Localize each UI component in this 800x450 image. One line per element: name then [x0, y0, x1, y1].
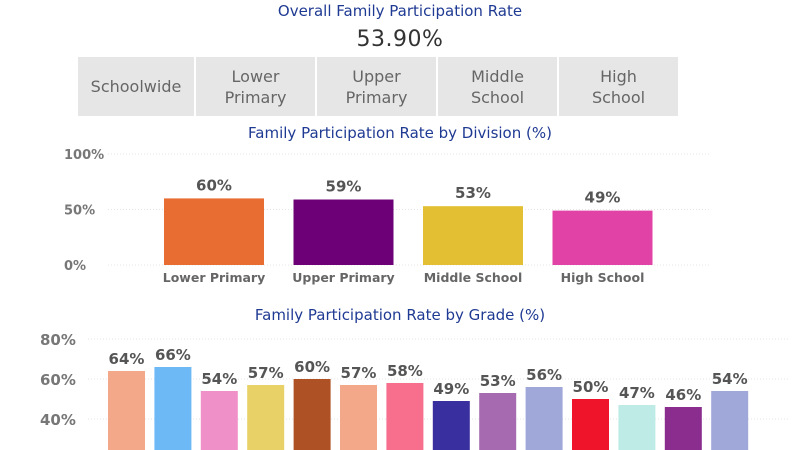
overall-rate-title: Overall Family Participation Rate	[277, 2, 523, 20]
bar	[479, 393, 517, 450]
bar	[200, 391, 238, 450]
bar-value-label: 60%	[196, 176, 232, 194]
bar	[164, 198, 264, 265]
bar-value-label: 46%	[665, 386, 701, 404]
y-tick-label: 50%	[64, 204, 95, 219]
bar	[664, 407, 702, 450]
division-tabs: Schoolwide Lower Primary Upper Primary M…	[78, 57, 678, 116]
category-label: Upper Primary	[292, 270, 394, 285]
tab-high-school[interactable]: High School	[559, 57, 678, 116]
division-chart: 0% 50% 100% 60% Lower Primary 59% Upper Primar…	[64, 148, 710, 285]
bar	[711, 391, 749, 450]
tab-lower-primary[interactable]: Lower Primary	[196, 57, 315, 116]
bar	[247, 385, 285, 450]
y-tick-label: 0%	[64, 259, 86, 274]
tab-label: Middle School	[470, 66, 525, 107]
bar	[618, 405, 656, 450]
overall-rate-value: 53.90%	[356, 27, 444, 52]
bar	[154, 367, 192, 450]
tab-label: High School	[591, 66, 646, 107]
grade-chart: 40% 60% 80% 64% 66% 54% 57% 60% 57% 58% 49% 53% 56% 5…	[40, 331, 790, 450]
division-chart-title: Family Participation Rate by Division (%…	[248, 124, 552, 142]
bar-value-label: 53%	[480, 372, 516, 390]
bar-value-label: 47%	[619, 384, 655, 402]
bar-value-label: 64%	[109, 350, 145, 368]
bar	[386, 383, 424, 450]
bar-value-label: 57%	[341, 364, 377, 382]
category-label: High School	[561, 270, 645, 285]
category-label: Middle School	[424, 270, 523, 285]
bar-value-label: 56%	[526, 366, 562, 384]
bar-value-label: 66%	[155, 346, 191, 364]
grade-chart-title: Family Participation Rate by Grade (%)	[254, 306, 546, 324]
bar	[293, 379, 331, 450]
tab-label: Upper Primary	[345, 66, 408, 107]
y-tick-label: 80%	[40, 331, 76, 349]
bar	[108, 371, 145, 450]
tab-schoolwide[interactable]: Schoolwide	[78, 57, 194, 116]
bar-value-label: 58%	[387, 362, 423, 380]
bar	[423, 206, 523, 265]
tab-upper-primary[interactable]: Upper Primary	[317, 57, 436, 116]
tab-middle-school[interactable]: Middle School	[438, 57, 557, 116]
bar	[432, 401, 470, 450]
tab-label: Lower Primary	[224, 66, 287, 107]
bar-value-label: 49%	[585, 189, 621, 207]
bar-value-label: 54%	[712, 370, 748, 388]
bar-value-label: 59%	[326, 178, 362, 196]
bar	[572, 399, 609, 450]
bar-value-label: 57%	[248, 364, 284, 382]
bar	[525, 387, 563, 450]
bar-value-label: 53%	[455, 184, 491, 202]
y-tick-label: 60%	[40, 371, 76, 389]
bar-value-label: 50%	[573, 378, 609, 396]
bar-value-label: 49%	[433, 380, 469, 398]
bar-value-label: 60%	[294, 358, 330, 376]
tab-label: Schoolwide	[90, 77, 182, 96]
bar	[552, 210, 653, 265]
bar-value-label: 54%	[201, 370, 237, 388]
bar	[340, 385, 377, 450]
bar	[293, 199, 394, 265]
category-label: Lower Primary	[163, 270, 265, 285]
y-tick-label: 100%	[64, 148, 104, 163]
y-tick-label: 40%	[40, 411, 76, 429]
